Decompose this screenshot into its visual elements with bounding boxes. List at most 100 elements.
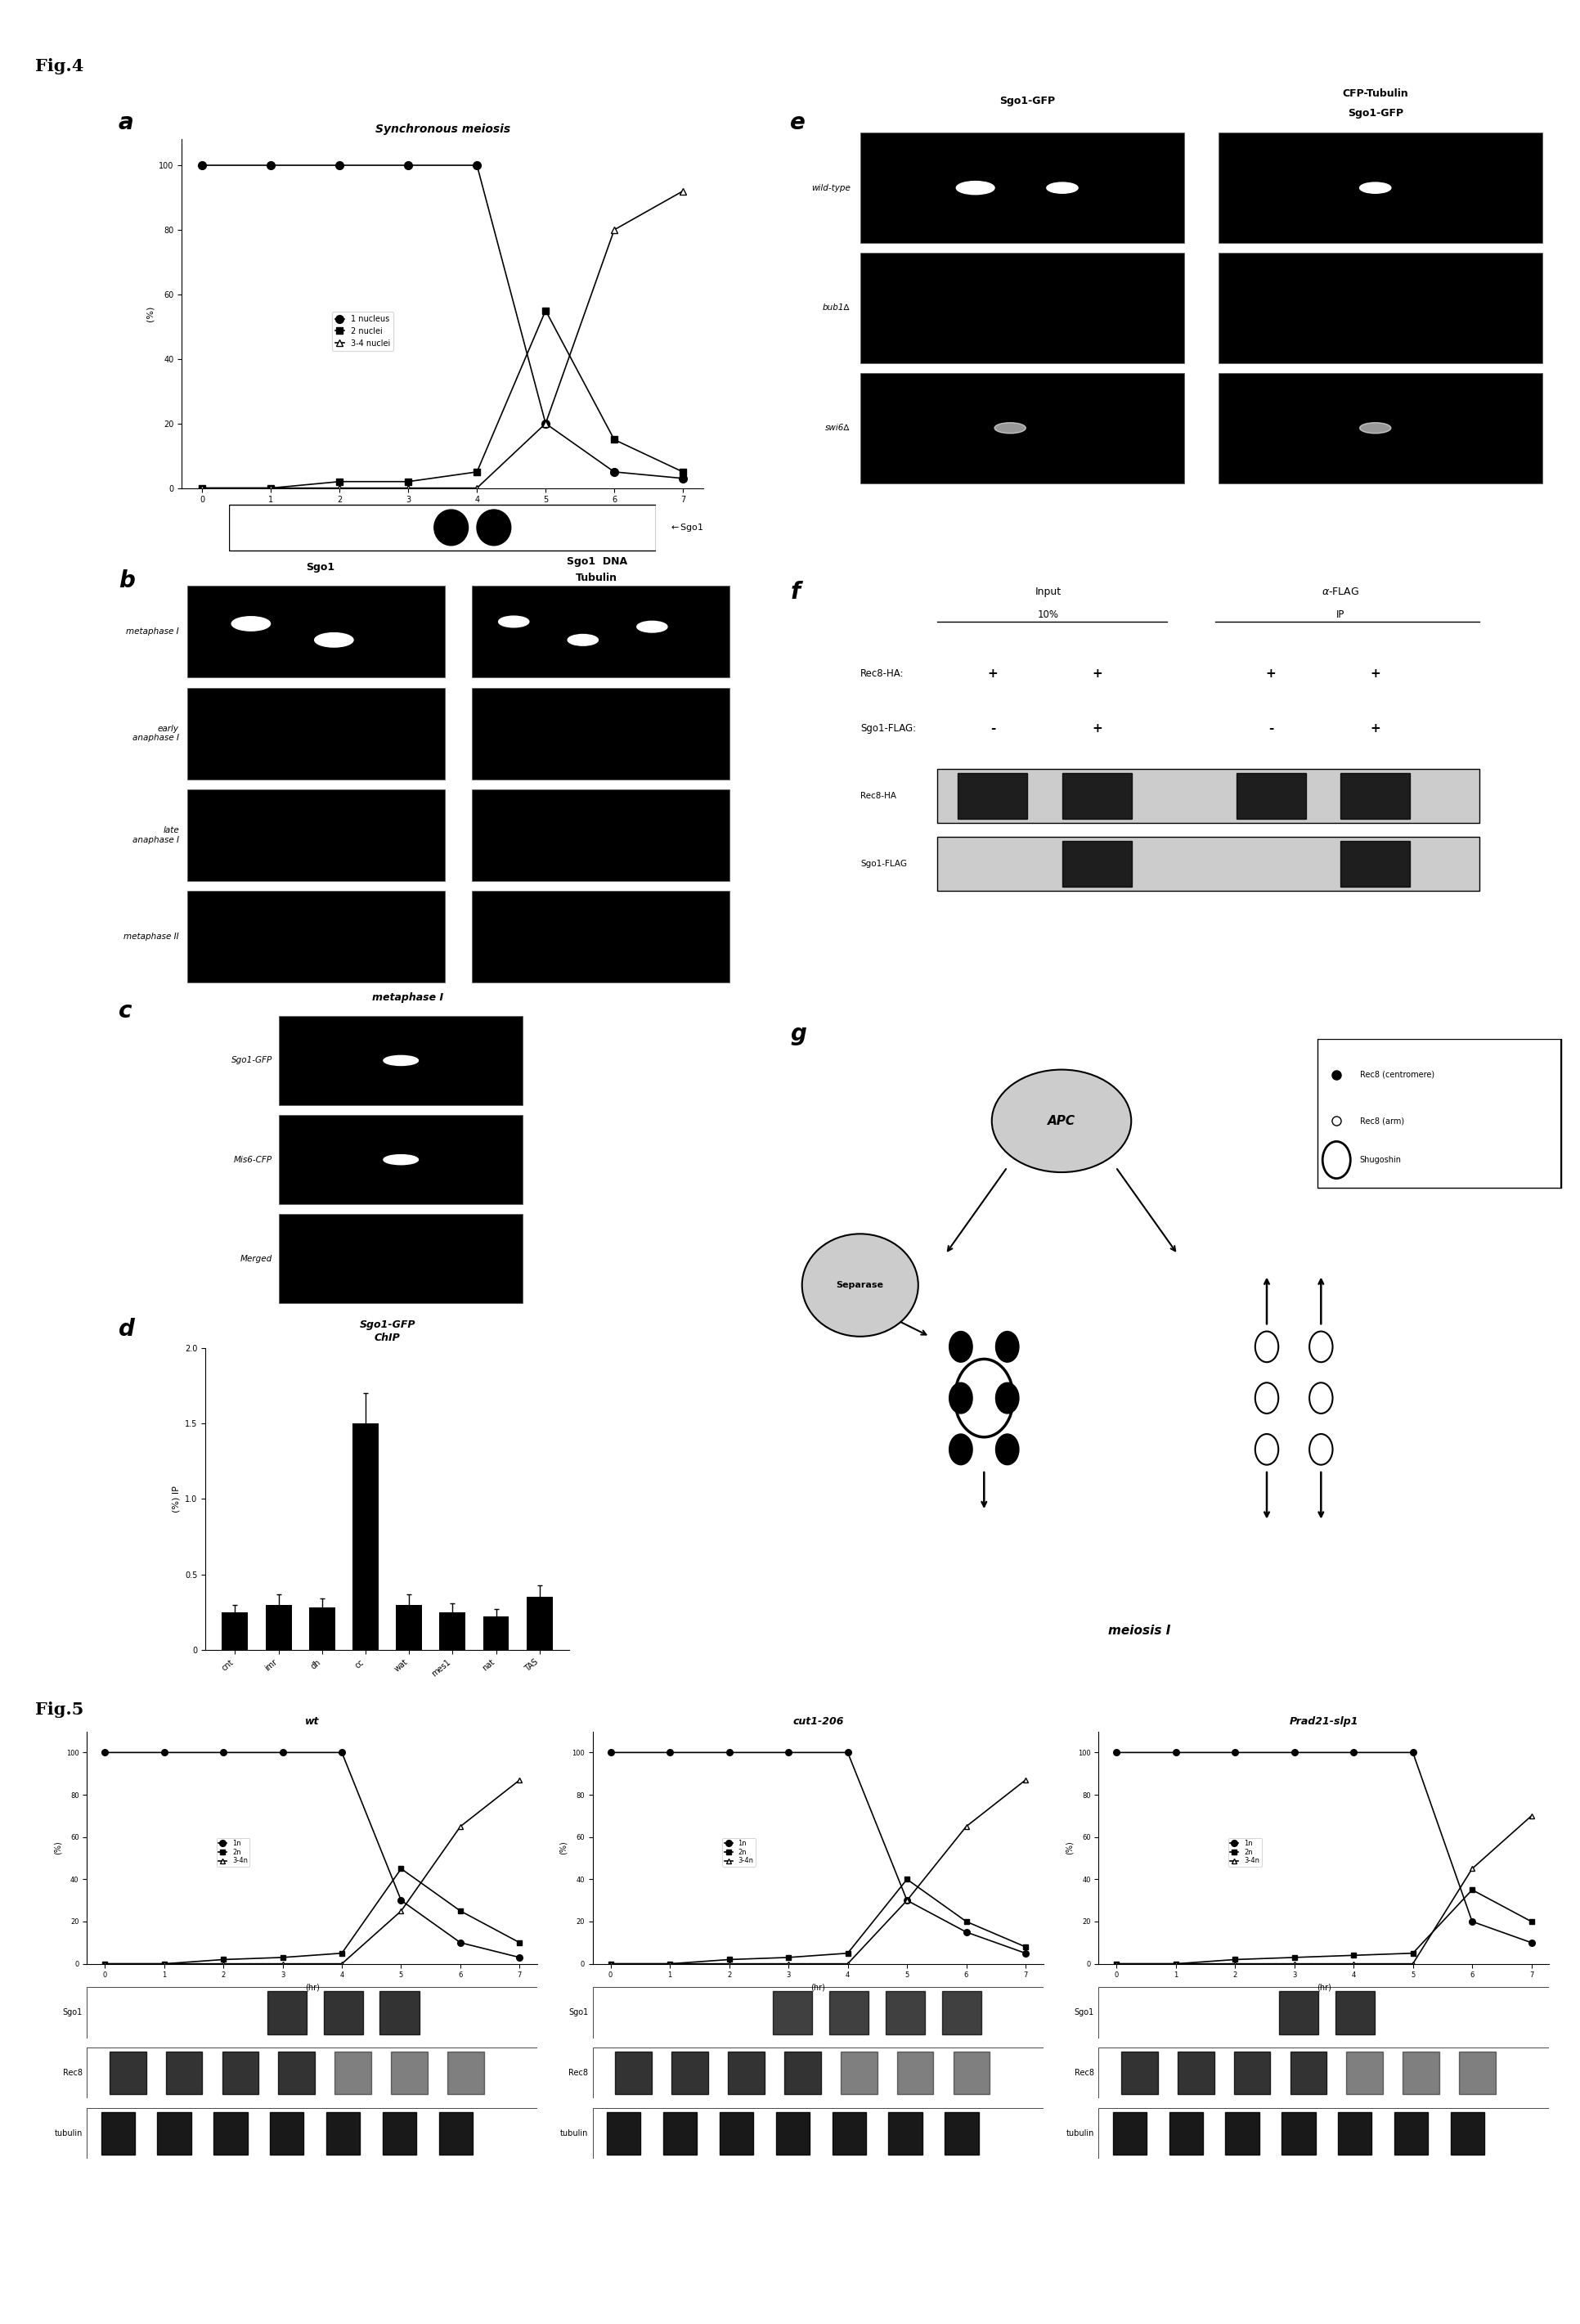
Bar [1450, 2113, 1484, 2154]
3-4 nuclei [605, 216, 624, 244]
3-4n [1285, 1950, 1303, 1978]
Text: Fig.4: Fig.4 [35, 58, 84, 74]
Circle shape [384, 1055, 419, 1064]
Bar [719, 2113, 754, 2154]
1n [660, 1738, 679, 1766]
Bar [1337, 2113, 1371, 2154]
Line: 3-4n: 3-4n [101, 1778, 523, 1966]
3-4n [1106, 1950, 1125, 1978]
2 nuclei [330, 467, 349, 495]
Circle shape [956, 181, 994, 195]
Title: Synchronous meiosis: Synchronous meiosis [374, 123, 510, 135]
Text: e: e [790, 112, 806, 135]
3-4n [1166, 1950, 1185, 1978]
2n [1403, 1938, 1422, 1966]
Text: -: - [989, 723, 995, 734]
2 nuclei [536, 297, 555, 325]
Text: metaphase I: metaphase I [126, 627, 179, 637]
Circle shape [314, 632, 354, 646]
Text: metaphase I: metaphase I [371, 992, 444, 1004]
Bar [325, 2113, 360, 2154]
Text: Fig.5: Fig.5 [35, 1701, 84, 1717]
1n [1462, 1908, 1480, 1936]
Bar [278, 2052, 314, 2094]
2 nuclei [261, 474, 280, 502]
Bar [213, 2113, 248, 2154]
Bar [727, 2052, 765, 2094]
Circle shape [948, 1332, 972, 1362]
Text: Sgo1: Sgo1 [305, 562, 335, 574]
Bar [1340, 774, 1409, 818]
Text: bub1∆: bub1∆ [822, 304, 850, 311]
1n [155, 1738, 174, 1766]
1n [897, 1887, 916, 1915]
2n [1462, 1875, 1480, 1903]
Bar [860, 253, 1183, 363]
Bar [221, 2052, 259, 2094]
Title: cut1-206: cut1-206 [792, 1717, 844, 1727]
2n [719, 1945, 738, 1973]
3-4n [719, 1950, 738, 1978]
3-4n [1462, 1855, 1480, 1882]
Bar [390, 2052, 428, 2094]
3-4n [213, 1950, 232, 1978]
Text: Shugoshin: Shugoshin [1359, 1155, 1401, 1164]
Text: a: a [118, 112, 134, 135]
Bar [280, 1213, 523, 1304]
Text: Sgo1-GFP: Sgo1-GFP [999, 95, 1055, 107]
2 nuclei [468, 458, 487, 486]
Ellipse shape [477, 509, 510, 546]
2n [1106, 1950, 1125, 1978]
Text: Sgo1-GFP: Sgo1-GFP [231, 1057, 272, 1064]
Text: late
anaphase I: late anaphase I [133, 827, 179, 844]
Bar [1224, 2113, 1259, 2154]
2n [1522, 1908, 1540, 1936]
Bar [860, 372, 1183, 483]
3-4n [273, 1950, 292, 1978]
Text: Sgo1  DNA: Sgo1 DNA [566, 555, 627, 567]
Text: CFP-Tubulin: CFP-Tubulin [1341, 88, 1408, 100]
Bar [335, 2052, 371, 2094]
2n [1166, 1950, 1185, 1978]
Text: Merged: Merged [240, 1255, 272, 1262]
Line: 1n: 1n [1112, 1750, 1534, 1945]
1n [1106, 1738, 1125, 1766]
3-4n [956, 1813, 975, 1841]
1n [1224, 1738, 1243, 1766]
2n [1224, 1945, 1243, 1973]
Text: c: c [118, 999, 133, 1023]
Title: Prad21-slp1: Prad21-slp1 [1289, 1717, 1357, 1727]
Bar [158, 2113, 191, 2154]
Bar [942, 1992, 981, 2033]
Line: 3-4 nuclei: 3-4 nuclei [199, 188, 686, 490]
Text: Sgo1: Sgo1 [1074, 2008, 1093, 2017]
2n [1285, 1943, 1303, 1971]
Bar [188, 790, 444, 881]
1 nucleus [398, 151, 417, 179]
Text: tubulin: tubulin [559, 2129, 588, 2138]
Y-axis label: (%): (%) [54, 1841, 62, 1855]
Text: Rec8 (centromere): Rec8 (centromere) [1359, 1071, 1433, 1078]
Line: 2n: 2n [1112, 1887, 1534, 1966]
Bar [953, 2052, 989, 2094]
Text: Rec8-HA:: Rec8-HA: [860, 669, 904, 679]
Bar [472, 790, 728, 881]
Text: $\alpha$-FLAG: $\alpha$-FLAG [1321, 586, 1359, 597]
Bar [1232, 2052, 1270, 2094]
Circle shape [498, 616, 529, 627]
2n [660, 1950, 679, 1978]
Circle shape [995, 1332, 1019, 1362]
Text: +: + [987, 667, 997, 681]
1n [273, 1738, 292, 1766]
2n [510, 1929, 529, 1957]
Text: Rec8: Rec8 [63, 2068, 82, 2078]
2n [837, 1938, 856, 1966]
Bar [439, 1613, 466, 1650]
Circle shape [948, 1383, 972, 1413]
1n [450, 1929, 469, 1957]
3-4n [1343, 1950, 1362, 1978]
2n [95, 1950, 114, 1978]
3-4 nuclei [673, 177, 692, 205]
Text: $\leftarrow$Sgo1: $\leftarrow$Sgo1 [668, 523, 703, 532]
Bar [439, 2113, 472, 2154]
